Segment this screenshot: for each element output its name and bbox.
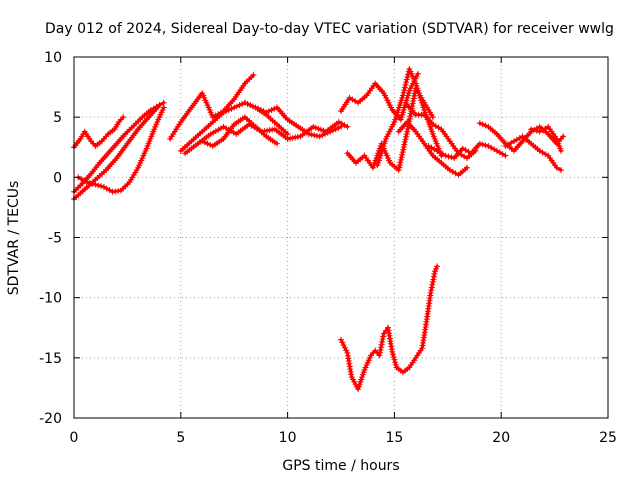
y-tick-label: 0 (53, 170, 62, 186)
series-arc-9 (241, 99, 344, 140)
y-tick-label: 5 (53, 110, 62, 126)
series-markers (71, 102, 163, 202)
y-tick-labels: -20 -15 -10 -5 0 5 10 (39, 50, 62, 427)
series-layer (71, 66, 567, 393)
series-arc-12 (374, 66, 445, 169)
x-tick-label: 20 (492, 430, 510, 446)
series-trace (427, 142, 507, 160)
series-markers (241, 99, 344, 140)
y-axis-label: SDTVAR / TECUs (6, 181, 22, 296)
y-tick-label: -10 (39, 291, 62, 307)
chart-title: Day 012 of 2024, Sidereal Day-to-day VTE… (45, 21, 614, 37)
x-tick-label: 5 (176, 430, 185, 446)
x-tick-label: 10 (279, 430, 297, 446)
series-arc-20 (384, 263, 441, 376)
series-arc-17 (502, 133, 565, 174)
series-markers (199, 114, 280, 150)
series-arc-3 (71, 102, 163, 202)
series-markers (425, 140, 509, 162)
series-arc-8 (199, 114, 280, 150)
y-tick-label: -20 (39, 411, 62, 427)
x-tick-label: 15 (385, 430, 403, 446)
series-markers (338, 324, 391, 393)
tick-layer (73, 56, 609, 419)
series-trace (72, 115, 125, 149)
series-arc-19 (338, 324, 391, 393)
x-tick-label: 25 (599, 430, 617, 446)
x-tick-label: 0 (70, 430, 79, 446)
series-markers (71, 114, 127, 151)
series-arc-15 (425, 140, 509, 162)
series-markers (502, 133, 565, 174)
y-tick-label: -5 (48, 231, 62, 247)
y-tick-label: -15 (39, 351, 62, 367)
series-arc-7 (182, 118, 351, 157)
series-markers (528, 123, 565, 154)
series-markers (338, 70, 421, 123)
series-markers (384, 263, 441, 376)
series-arc-1 (71, 114, 127, 151)
x-tick-labels: 0 5 10 15 20 25 (70, 430, 617, 446)
x-axis-label: GPS time / hours (282, 458, 399, 474)
y-tick-label: 10 (44, 50, 62, 66)
series-arc-18 (528, 123, 565, 154)
